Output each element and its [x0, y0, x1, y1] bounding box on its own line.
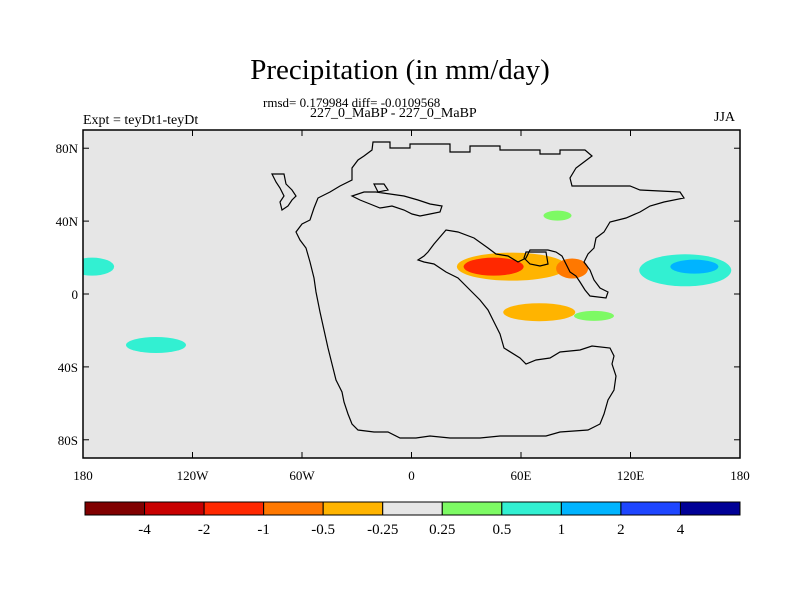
x-tick-label: 120E [617, 468, 645, 483]
x-tick-label: 180 [730, 468, 750, 483]
anomaly-southern-africa-dry [489, 324, 534, 337]
continent-outline [271, 141, 685, 439]
colorbar-label: -0.25 [367, 522, 398, 538]
case-line: 227_0_MaBP - 227_0_MaBP [310, 106, 477, 121]
colorbar-label: 1 [558, 522, 566, 538]
x-tick-label: 60E [511, 468, 532, 483]
axes: 180 120W 60W 0 60E 120E 180 80N 40N 0 40S 80S [56, 130, 750, 483]
x-tick-label: 120W [177, 468, 210, 483]
y-tick-label: 80N [56, 141, 79, 156]
anomaly-south-atlantic-dry [103, 374, 136, 389]
plot-title: Precipitation (in mm/day) [250, 54, 550, 86]
anomaly-north-atlantic-dry-band [198, 267, 279, 278]
colorbar: -4 -2 -1 -0.5 -0.25 0.25 0.5 1 2 4 [84, 501, 741, 538]
anomaly-equatorial-africa-dry [503, 303, 576, 322]
x-tick-label: 60W [289, 468, 315, 483]
anomaly-layer [83, 210, 732, 411]
colorbar-label: -4 [138, 522, 151, 538]
y-tick-label: 0 [72, 287, 79, 302]
colorbar-swatch [203, 501, 265, 516]
anomaly-indian-ocean-wet [574, 310, 614, 321]
colorbar-swatch [501, 501, 562, 516]
season-label: JJA [714, 110, 736, 125]
anomaly-arctic-wet-patch [543, 210, 572, 221]
stats-line: rmsd= 0.179984 diff= -0.0109568 [263, 95, 441, 110]
colorbar-swatch [441, 501, 503, 516]
colorbar-label: 4 [677, 522, 685, 538]
anomaly-west-pacific-wet-core [670, 259, 719, 274]
colorbar-swatch [84, 501, 146, 516]
colorbar-swatch [620, 501, 681, 516]
y-tick-label: 80S [58, 433, 78, 448]
map-panel [82, 129, 741, 459]
y-tick-label: 40N [56, 214, 79, 229]
experiment-label: Expt = teyDt1-teyDt [83, 113, 199, 128]
colorbar-swatch [560, 501, 622, 516]
anomaly-west-africa-dry-core [463, 257, 524, 276]
y-tick-label: 40S [58, 360, 78, 375]
colorbar-label: -2 [198, 522, 211, 538]
colorbar-swatch [263, 501, 324, 516]
map-background [83, 130, 740, 458]
colorbar-swatch [679, 501, 741, 516]
colorbar-swatch [322, 501, 384, 516]
colorbar-label: -0.5 [311, 522, 335, 538]
colorbar-label: 0.25 [429, 522, 455, 538]
anomaly-east-africa-dry-patch [556, 258, 589, 279]
x-tick-label: 180 [73, 468, 93, 483]
x-tick-label: 0 [408, 468, 415, 483]
colorbar-swatch [144, 501, 205, 516]
colorbar-swatch [382, 501, 443, 516]
colorbar-label: 0.5 [492, 522, 511, 538]
colorbar-label: -1 [257, 522, 270, 538]
anomaly-south-pacific-wet-core [126, 337, 186, 354]
anomaly-east-pacific-wet [83, 257, 115, 276]
colorbar-label: 2 [617, 522, 625, 538]
